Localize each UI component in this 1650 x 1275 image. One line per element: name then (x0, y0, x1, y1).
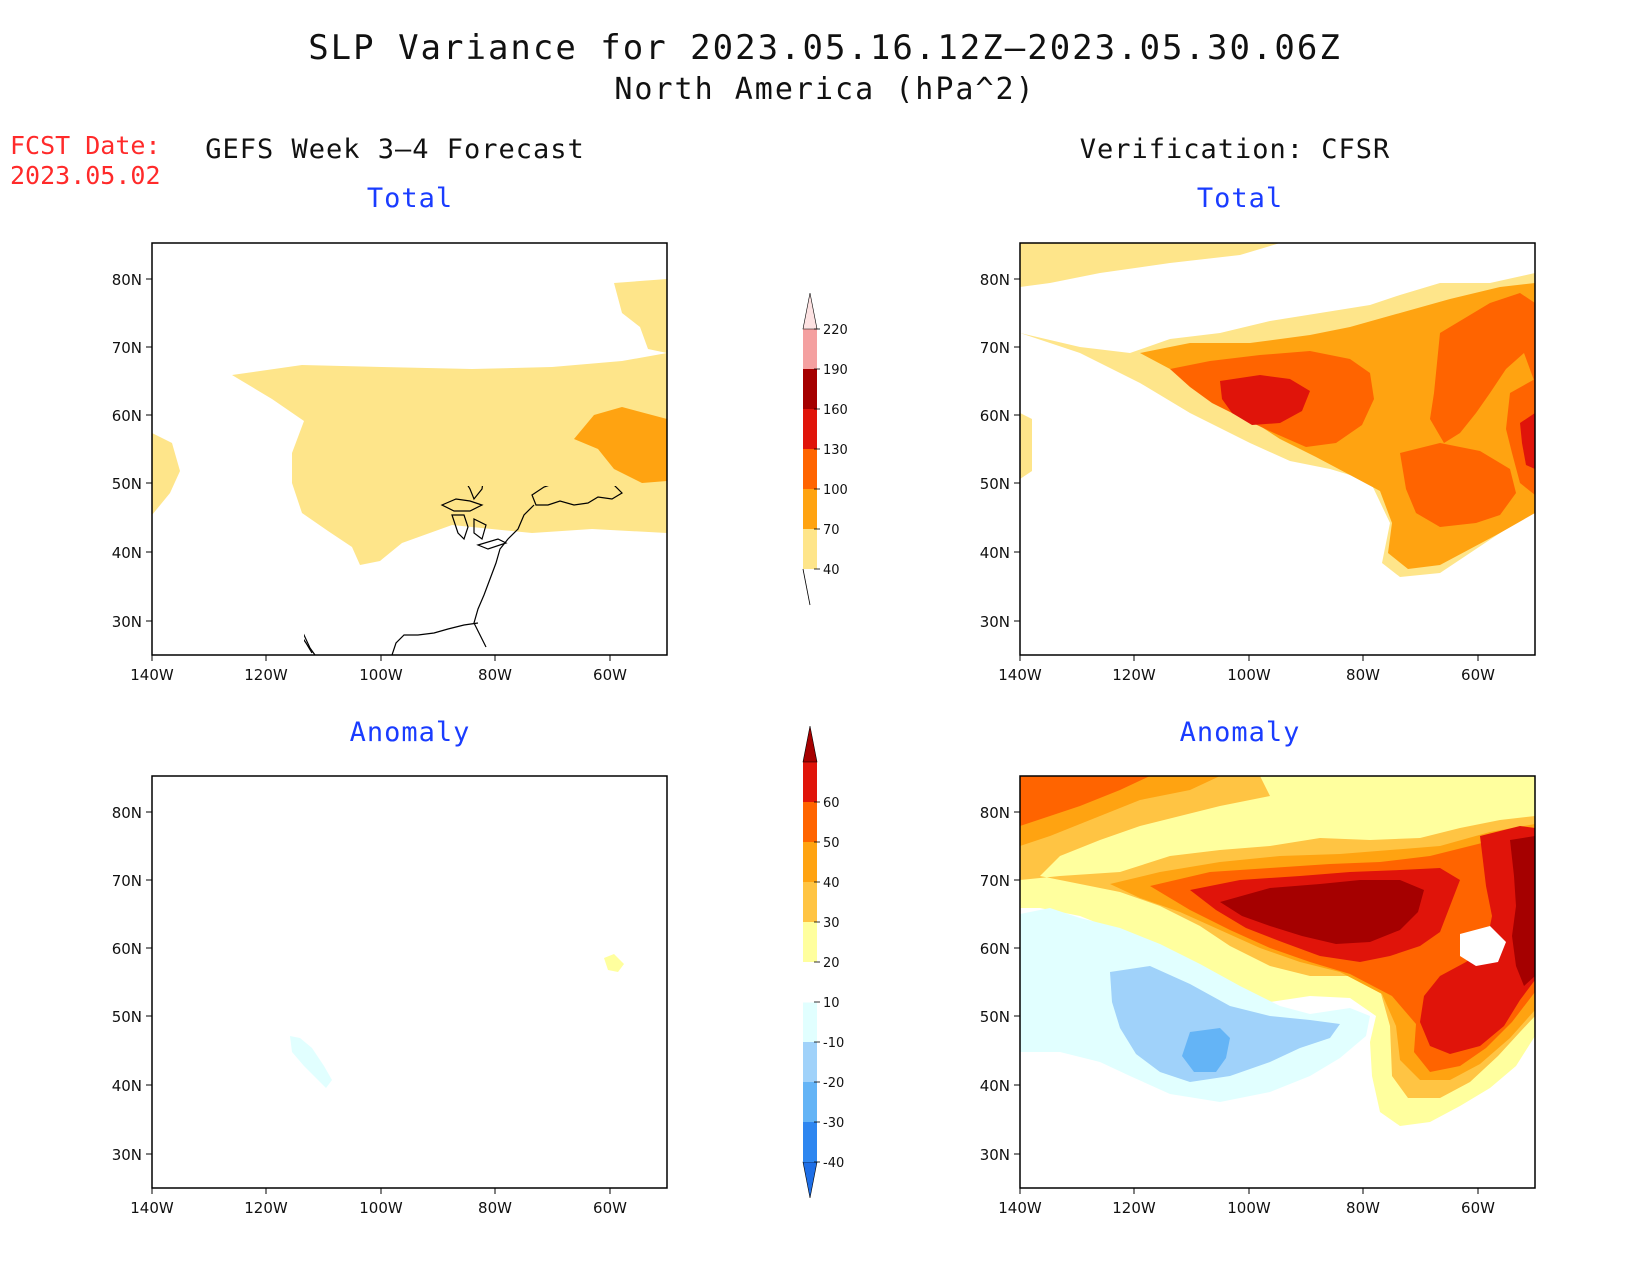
lat-tick-label: 80N (980, 271, 1010, 289)
lat-tick-label: 60N (112, 940, 142, 958)
lon-tick-label: 120W (244, 666, 288, 684)
lon-tick-label: 120W (244, 1199, 288, 1217)
colorbar-end-triangle (802, 292, 818, 330)
anomaly-colorbar: -40 -30 -20 -10 10 20 30 40 50 60 (802, 725, 844, 1199)
colorbar-level-label: 30 (823, 916, 840, 931)
lon-tick-label: 60W (1461, 666, 1495, 684)
lon-tick-label: 80W (1346, 1199, 1380, 1217)
lon-tick-label: 140W (130, 666, 174, 684)
chart-subtitle: North America (hPa^2) (614, 72, 1036, 107)
colorbar-level-label: 130 (823, 443, 848, 458)
colorbar-level-label: 100 (823, 483, 848, 498)
lat-tick-label: 50N (980, 1008, 1010, 1026)
lon-tick-label: 140W (130, 1199, 174, 1217)
colorbar-level-label: -40 (823, 1156, 844, 1171)
verification-total-label: Total (1196, 183, 1284, 214)
lat-tick-label: 70N (112, 872, 142, 890)
colorbar-swatch (803, 802, 817, 842)
colorbar-swatch (803, 762, 817, 802)
colorbar-level-label: 40 (823, 563, 840, 578)
colorbar-end-triangle (802, 725, 818, 763)
colorbar-end-triangle (802, 1161, 818, 1199)
colorbar-level-label: 220 (823, 323, 848, 338)
verification-anomaly-map (1019, 775, 1536, 1189)
colorbar-level-label: 160 (823, 403, 848, 418)
colorbar-swatch (803, 1002, 817, 1042)
colorbar-end-triangle (802, 568, 811, 606)
forecast-column-title: GEFS Week 3–4 Forecast (205, 134, 585, 165)
colorbar-level-label: 10 (823, 996, 840, 1011)
lat-tick-label: 80N (112, 804, 142, 822)
colorbar-swatch (803, 842, 817, 882)
colorbar-level-label: 20 (823, 956, 840, 971)
lat-tick-label: 40N (980, 1077, 1010, 1095)
lon-tick-label: 120W (1112, 1199, 1156, 1217)
colorbar-swatch (802, 961, 818, 1003)
colorbar-level-label: -30 (823, 1116, 844, 1131)
lon-tick-label: 100W (1227, 666, 1271, 684)
lat-tick-label: 80N (112, 271, 142, 289)
lon-tick-label: 80W (478, 666, 512, 684)
lon-tick-label: 80W (1346, 666, 1380, 684)
chart-title: SLP Variance for 2023.05.16.12Z–2023.05.… (308, 28, 1342, 68)
colorbar-swatch (803, 329, 817, 369)
lat-tick-label: 60N (980, 940, 1010, 958)
map-axes: 80N 70N 60N 50N 40N 30N 140W 120W 100W 80W 60W 80N 7… (112, 271, 1495, 1217)
lon-tick-label: 100W (1227, 1199, 1271, 1217)
fcst-date-label: FCST Date: (10, 131, 161, 160)
lon-tick-label: 60W (1461, 1199, 1495, 1217)
lat-tick-label: 30N (980, 613, 1010, 631)
total-colorbar: 40 70 100 130 160 190 220 (802, 292, 848, 606)
colorbar-swatch (803, 369, 817, 409)
lat-tick-label: 80N (980, 804, 1010, 822)
verification-total-map (1019, 242, 1536, 656)
colorbar-swatch (803, 922, 817, 962)
fcst-date-value: 2023.05.02 (10, 161, 161, 190)
colorbar-swatch (803, 489, 817, 529)
colorbar-level-label: 40 (823, 876, 840, 891)
lon-tick-label: 100W (359, 666, 403, 684)
lat-tick-label: 70N (980, 339, 1010, 357)
lat-tick-label: 50N (112, 475, 142, 493)
lat-tick-label: 30N (112, 1146, 142, 1164)
forecast-anomaly-map (151, 775, 668, 1189)
lat-tick-label: 60N (112, 407, 142, 425)
verification-column-title: Verification: CFSR (1079, 134, 1391, 165)
verification-anomaly-label: Anomaly (1179, 717, 1301, 748)
colorbar-swatch (803, 1082, 817, 1122)
colorbar-swatch (803, 1042, 817, 1082)
forecast-total-map (151, 242, 668, 656)
lon-tick-label: 140W (998, 666, 1042, 684)
forecast-total-label: Total (366, 183, 454, 214)
colorbar-level-label: 70 (823, 523, 840, 538)
colorbar-swatch (803, 529, 817, 569)
colorbar-level-label: 190 (823, 363, 848, 378)
lon-tick-label: 100W (359, 1199, 403, 1217)
lon-tick-label: 140W (998, 1199, 1042, 1217)
lat-tick-label: 40N (112, 1077, 142, 1095)
colorbar-swatch (803, 882, 817, 922)
colorbar-level-label: -10 (823, 1036, 844, 1051)
colorbar-level-label: 50 (823, 836, 840, 851)
colorbar-level-label: -20 (823, 1076, 844, 1091)
lat-tick-label: 30N (112, 613, 142, 631)
colorbar-swatch (803, 1122, 817, 1162)
lat-tick-label: 70N (980, 872, 1010, 890)
lat-tick-label: 40N (980, 544, 1010, 562)
lat-tick-label: 50N (980, 475, 1010, 493)
lon-tick-label: 60W (593, 1199, 627, 1217)
lon-tick-label: 80W (478, 1199, 512, 1217)
lat-tick-label: 50N (112, 1008, 142, 1026)
lat-tick-label: 30N (980, 1146, 1010, 1164)
colorbar-swatch (803, 449, 817, 489)
lat-tick-label: 60N (980, 407, 1010, 425)
lon-tick-label: 120W (1112, 666, 1156, 684)
forecast-anomaly-label: Anomaly (349, 717, 471, 748)
lat-tick-label: 70N (112, 339, 142, 357)
colorbar-swatch (803, 409, 817, 449)
lon-tick-label: 60W (593, 666, 627, 684)
colorbar-level-label: 60 (823, 796, 840, 811)
lat-tick-label: 40N (112, 544, 142, 562)
